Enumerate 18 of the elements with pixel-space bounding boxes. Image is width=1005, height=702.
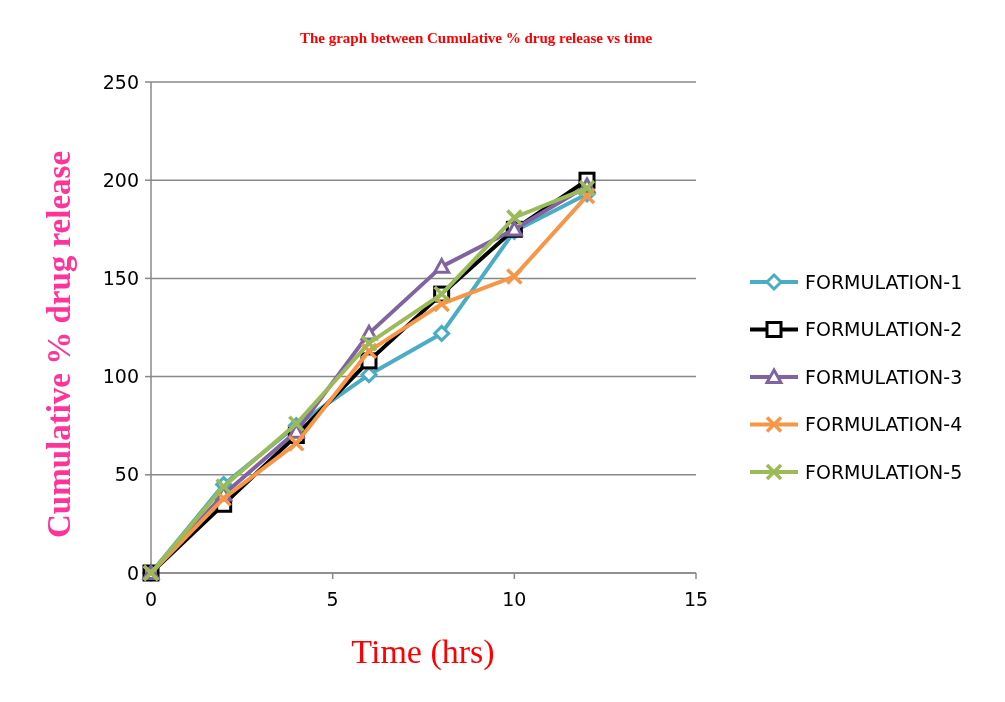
x-tick-label: 15 — [683, 588, 709, 610]
chart-title: The graph between Cumulative % drug release vs time — [299, 30, 653, 46]
y-tick-label: 250 — [102, 70, 139, 93]
x-axis-title: Time (hrs) — [351, 633, 495, 671]
legend-label: FORMULATION-3 — [805, 365, 963, 388]
x-tick-label: 10 — [502, 588, 527, 610]
y-axis-title: Cumulative % drug release — [41, 150, 77, 539]
legend-label: FORMULATION-2 — [805, 318, 963, 341]
y-tick-label: 100 — [102, 365, 139, 388]
y-tick-label: 200 — [102, 168, 139, 191]
legend-label: FORMULATION-1 — [805, 270, 963, 293]
x-tick-label: 5 — [326, 588, 339, 610]
legend-label: FORMULATION-5 — [805, 460, 963, 483]
y-tick-label: 50 — [114, 463, 139, 486]
y-tick-label: 150 — [102, 267, 139, 290]
x-tick-label: 0 — [144, 588, 158, 610]
legend-label: FORMULATION-4 — [805, 413, 963, 436]
y-tick-label: 0 — [126, 561, 139, 584]
